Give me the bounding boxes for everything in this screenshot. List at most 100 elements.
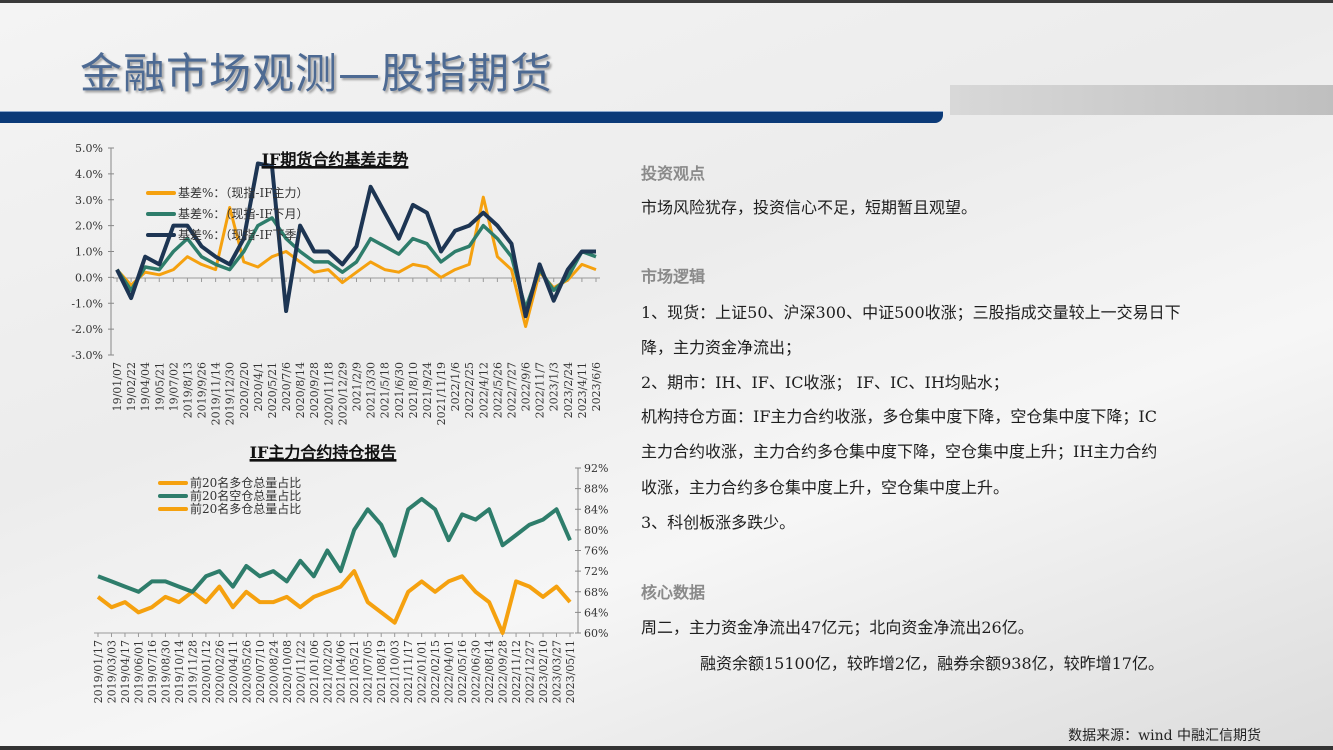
x-tick-label: 2023/05/11 — [564, 640, 577, 703]
y-tick-label: 72% — [584, 565, 608, 578]
y-tick-label: 0.0% — [75, 271, 103, 284]
y-tick-label: 88% — [584, 483, 608, 496]
x-tick-label: 2023/1/3 — [548, 362, 561, 411]
logic-line: 1、现货：上证50、沪深300、中证500收涨；三股指成交量较上一交易日下 — [641, 303, 1181, 322]
x-tick-label: 2020/12/29 — [336, 362, 349, 425]
x-tick-label: 2022/06/30 — [470, 640, 483, 703]
x-tick-label: 2022/2/25 — [463, 362, 476, 418]
y-tick-label: 4.0% — [75, 168, 103, 181]
y-tick-label: 68% — [584, 586, 608, 599]
x-tick-label: 2020/11/18 — [322, 362, 335, 425]
x-tick-label: 2019/9/26 — [196, 362, 209, 418]
x-tick-label: 2023/4/11 — [576, 362, 589, 418]
core-line: 融资余额15100亿，较昨增2亿，融券余额938亿，较昨增17亿。 — [700, 654, 1164, 673]
x-tick-label: 2022/01/01 — [416, 640, 429, 703]
x-tick-label: 19/05/21 — [153, 362, 166, 411]
x-tick-label: 2022/02/15 — [429, 640, 442, 703]
x-tick-label: 2022/12/27 — [524, 640, 537, 703]
x-tick-label: 2022/7/27 — [505, 362, 518, 418]
x-tick-label: 2022/11/7 — [534, 362, 547, 418]
x-tick-label: 2023/6/6 — [590, 362, 603, 411]
y-tick-label: 92% — [584, 462, 608, 475]
x-tick-label: 2022/9/6 — [520, 362, 533, 411]
legend-label: 前20名多仓总量占比 — [190, 475, 301, 490]
x-tick-label: 2021/10/03 — [389, 640, 402, 703]
core-line: 周二，主力资金净流出47亿元；北向资金净流出26亿。 — [641, 618, 1034, 637]
x-tick-label: 2020/02/26 — [213, 640, 226, 703]
series-line-3 — [115, 161, 596, 319]
x-tick-label: 2021/9/24 — [421, 362, 434, 418]
y-tick-label: -1.0% — [71, 297, 103, 310]
x-tick-label: 2019/8/13 — [181, 362, 194, 418]
x-tick-label: 2022/05/16 — [456, 640, 469, 703]
x-tick-label: 2020/9/28 — [308, 362, 321, 418]
x-tick-label: 2022/08/14 — [483, 640, 496, 703]
y-tick-label: 1.0% — [75, 246, 103, 259]
x-tick-label: 2019/04/17 — [119, 640, 132, 703]
x-tick-label: 2021/11/19 — [435, 362, 448, 425]
top-border — [0, 0, 1333, 3]
y-tick-label: -3.0% — [71, 349, 103, 362]
y-tick-label: 5.0% — [75, 142, 103, 155]
x-tick-label: 2020/2/20 — [238, 362, 251, 418]
x-tick-label: 2021/02/20 — [321, 640, 334, 703]
x-tick-label: 2020/4/1 — [252, 362, 265, 411]
x-tick-label: 2020/11/22 — [294, 640, 307, 703]
x-tick-label: 2022/4/12 — [477, 362, 490, 418]
logic-line: 主力合约收涨，主力合约多仓集中度下降，空仓集中度上升；IH主力合约 — [641, 442, 1158, 461]
x-tick-label: 2021/04/06 — [335, 640, 348, 703]
x-tick-label: 2019/12/30 — [224, 362, 237, 425]
x-tick-label: 2021/05/21 — [348, 640, 361, 703]
view-text: 市场风险犹存，投资信心不足，短期暂且观望。 — [641, 198, 978, 217]
x-tick-label: 2021/2/9 — [351, 362, 364, 411]
x-tick-label: 2021/3/30 — [365, 362, 378, 418]
page-title: 金融市场观测—股指期货 — [80, 49, 554, 98]
title-underline-bar — [0, 111, 943, 123]
y-tick-label: 2.0% — [75, 220, 103, 233]
logic-line: 收涨，主力合约多仓集中度上升，空仓集中度上升。 — [641, 478, 1010, 497]
x-tick-label: 2022/5/26 — [491, 362, 504, 418]
x-tick-label: 19/02/22 — [125, 362, 138, 411]
logic-line: 3、科创板涨多跌少。 — [641, 513, 796, 532]
x-tick-label: 2020/04/11 — [227, 640, 240, 703]
x-tick-label: 2020/07/10 — [254, 640, 267, 703]
legend-label: 前20名空仓总量占比 — [190, 488, 301, 503]
section-heading-logic: 市场逻辑 — [641, 267, 706, 286]
legend-label: 基差%：（现指-IF下季） — [178, 227, 309, 242]
x-tick-label: 2023/2/24 — [562, 362, 575, 418]
y-tick-label: 80% — [584, 524, 608, 537]
legend-label: 基差%：（现指-IF主力） — [178, 185, 309, 200]
x-tick-label: 2022/11/12 — [510, 640, 523, 703]
x-tick-label: 2019/06/01 — [132, 640, 145, 703]
legend-label: 前20名多仓总量占比 — [190, 501, 301, 516]
y-tick-label: 60% — [584, 627, 608, 640]
y-tick-label: 76% — [584, 545, 608, 558]
logic-line: 2、期市：IH、IF、IC收涨； IF、IC、IH均贴水； — [641, 373, 1009, 392]
section-heading-core: 核心数据 — [641, 583, 706, 602]
logic-line: 降，主力资金净流出； — [641, 338, 802, 357]
x-tick-label: 2019/10/14 — [173, 640, 186, 703]
y-tick-label: 64% — [584, 606, 608, 619]
x-tick-label: 19/07/02 — [167, 362, 180, 411]
series-line-1 — [115, 195, 597, 328]
x-tick-label: 2020/08/24 — [267, 640, 280, 703]
x-tick-label: 2022/1/6 — [449, 362, 462, 411]
y-tick-label: 3.0% — [75, 194, 103, 207]
x-tick-label: 2021/8/10 — [407, 362, 420, 418]
x-tick-label: 2019/11/14 — [210, 362, 223, 425]
x-tick-label: 2020/8/14 — [294, 362, 307, 418]
series-line-1 — [96, 569, 572, 635]
chart-if-position: 92%88%84%80%76%72%68%64%60%2019/01/17 201… — [92, 443, 608, 703]
x-tick-label: 2023/03/27 — [551, 640, 564, 703]
x-tick-label: 2020/7/6 — [280, 362, 293, 411]
y-tick-label: 84% — [584, 503, 608, 516]
x-tick-label: 2019/03/03 — [105, 640, 118, 703]
x-tick-label: 2023/02/10 — [537, 640, 550, 703]
chart-if-basis: 5.0% 4.0% 3.0% 2.0% 1.0% 0.0% -1.0% -2.0% -3.0% 1… — [71, 142, 603, 425]
x-tick-label: 2021/07/05 — [362, 640, 375, 703]
x-tick-label: 2021/6/30 — [393, 362, 406, 418]
x-tick-label: 2021/08/19 — [375, 640, 388, 703]
x-tick-label: 2021/11/17 — [402, 640, 415, 703]
x-tick-label: 2022/04/01 — [443, 640, 456, 703]
